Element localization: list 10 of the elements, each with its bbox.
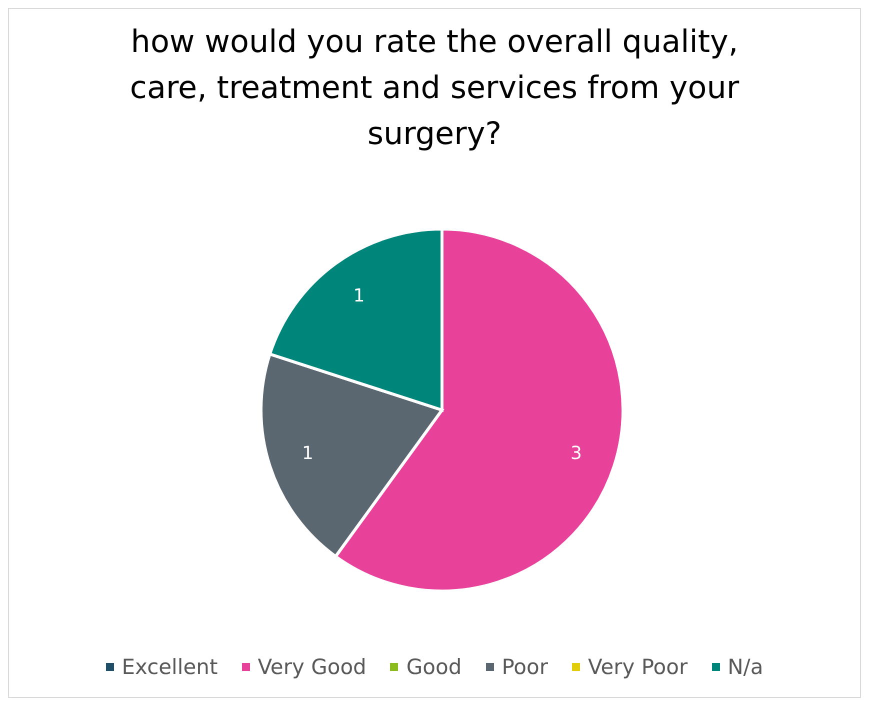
chart-title: how would you rate the overall quality, care, treatment and services from your surgery? (128, 23, 740, 154)
data-label: 1 (302, 443, 314, 464)
legend-label: Poor (500, 655, 548, 679)
legend-label: Good (405, 655, 462, 679)
legend-label: N/a (726, 655, 764, 679)
data-label: 1 (353, 285, 365, 306)
data-label: 3 (570, 443, 582, 464)
legend-label: Very Good (256, 655, 366, 679)
legend-label: Very Poor (586, 655, 688, 679)
legend-label: Excellent (120, 655, 218, 679)
